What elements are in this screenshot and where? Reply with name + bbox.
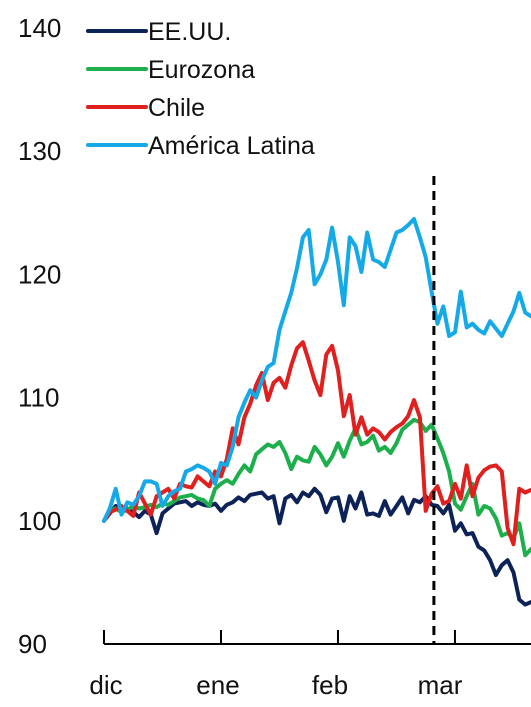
y-tick-label-0: 90	[18, 629, 47, 659]
y-tick-label-4: 130	[18, 136, 61, 166]
x-tick-label-0: dic	[89, 670, 122, 700]
legend-label-2: Chile	[148, 94, 205, 122]
y-tick-label-2: 110	[18, 383, 59, 413]
series-line-0	[102, 486, 531, 607]
x-tick-label-2: feb	[312, 670, 348, 700]
series-line-3	[102, 217, 531, 523]
legend-label-1: Eurozona	[148, 56, 255, 84]
legend-label-3: América Latina	[148, 132, 315, 160]
x-tick-label-1: ene	[196, 670, 239, 700]
series-line-2	[102, 340, 531, 547]
legend-label-0: EE.UU.	[148, 18, 231, 46]
series-line-1	[102, 417, 531, 558]
y-tick-label-3: 120	[18, 259, 61, 289]
y-tick-label-1: 100	[18, 506, 61, 536]
series-lines	[102, 217, 531, 607]
y-tick-label-5: 140	[18, 13, 61, 43]
axes: 90 100 110 120 130 140 dic ene feb mar	[18, 13, 531, 700]
x-tick-label-3: mar	[418, 670, 463, 700]
legend: EE.UU. Eurozona Chile América Latina	[86, 18, 315, 160]
